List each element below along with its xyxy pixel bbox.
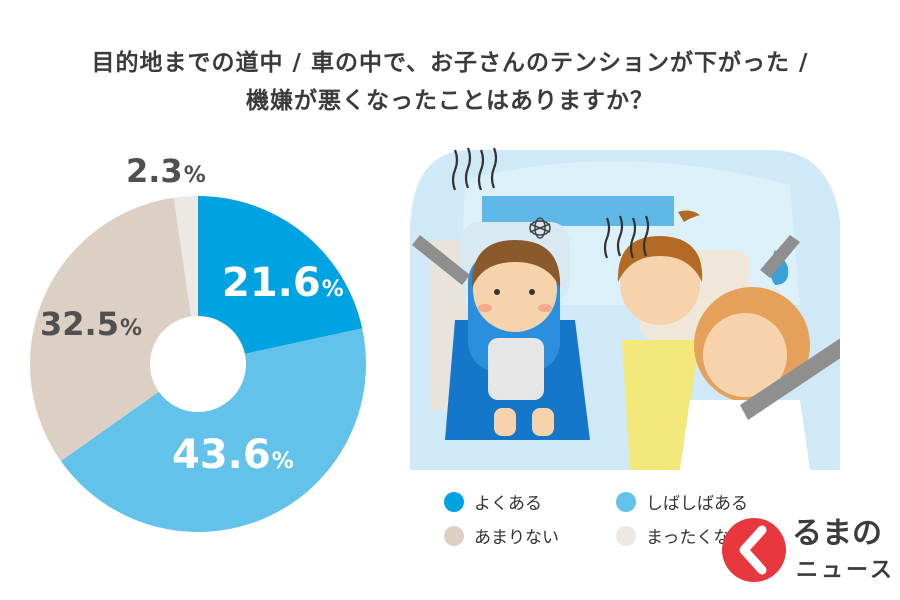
legend-swatch-rarely — [444, 525, 464, 546]
legend-label-rarely: あまりない — [474, 528, 559, 548]
legend-label-sometimes: しばしばある — [646, 494, 748, 514]
chart-title: 目的地までの道中 / 車の中で、お子さんのテンションが下がった / 機嫌が悪くな… — [0, 44, 900, 120]
rear-window-stripe — [482, 196, 674, 226]
mother-face — [703, 313, 787, 397]
data-label-never: 2.3% — [126, 152, 206, 190]
chart-title-line-2: 機嫌が悪くなったことはありますか？ — [246, 88, 654, 114]
logo-sub-text: ニュース — [796, 558, 895, 583]
data-label-sometimes: 43.6% — [172, 432, 294, 478]
kurumanews-logo — [722, 518, 786, 582]
legend-item-rarely: あまりない — [444, 523, 559, 548]
donut-hole — [150, 316, 246, 412]
girl-hair — [617, 235, 703, 282]
legend-swatch-often — [444, 491, 464, 512]
legend-label-often: よくある — [474, 494, 542, 514]
pie-slice-often — [198, 196, 363, 364]
legend-item-never: まったくない — [616, 523, 747, 548]
data-label-often: 21.6% — [222, 260, 344, 306]
logo-main-text: るまの — [792, 516, 882, 551]
legend-label-never: まったくない — [646, 528, 748, 548]
pie-slice-rarely — [29, 197, 198, 462]
boy-face — [473, 248, 557, 332]
legend-item-often: よくある — [444, 489, 542, 514]
legend-swatch-never — [616, 525, 636, 546]
girl-face — [620, 245, 700, 325]
legend-swatch-sometimes — [616, 491, 636, 512]
data-label-rarely: 32.5% — [40, 305, 142, 343]
frustration-scribble-icon — [529, 217, 551, 239]
boy-hair — [471, 240, 561, 288]
legend-item-sometimes: しばしばある — [616, 489, 748, 514]
pie-slice-sometimes — [60, 328, 366, 532]
chart-title-line-1: 目的地までの道中 / 車の中で、お子さんのテンションが下がった / — [91, 50, 809, 76]
